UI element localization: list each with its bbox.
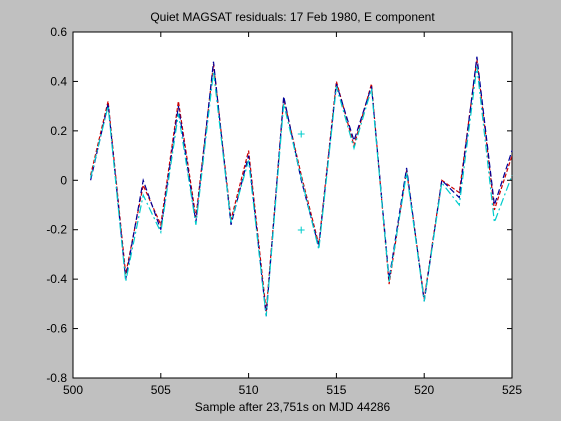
- x-tick-label: 505: [151, 383, 171, 397]
- marker-layer: ++: [297, 125, 305, 237]
- series-line-1: [90, 59, 513, 312]
- x-tick-label: 510: [239, 383, 259, 397]
- y-tick-label: 0: [60, 173, 67, 187]
- x-axis-label: Sample after 23,751s on MJD 44286: [195, 400, 391, 414]
- y-tick-label: -0.6: [46, 322, 67, 336]
- y-tick-label: 0.2: [50, 124, 67, 138]
- chart-title: Quiet MAGSAT residuals: 17 Feb 1980, E c…: [150, 10, 435, 24]
- series-layer: [90, 56, 513, 317]
- y-tick-label: -0.4: [46, 272, 67, 286]
- series-line-3: [90, 66, 513, 317]
- y-tick-label: 0.6: [50, 25, 67, 39]
- plus-marker: +: [297, 125, 305, 141]
- x-tick-label: 500: [63, 383, 83, 397]
- x-tick-label: 525: [502, 383, 522, 397]
- x-tick-label: 515: [326, 383, 346, 397]
- axis-layer: 500 505 510 515 520 525 -0.8 -0.6 -0.4 -0.2 0 0.2 0.…: [46, 25, 522, 397]
- y-tick-label: -0.8: [46, 371, 67, 385]
- y-tick-label: 0.4: [50, 74, 67, 88]
- y-tick-label: -0.2: [46, 223, 67, 237]
- x-tick-label: 520: [414, 383, 434, 397]
- plus-marker: +: [297, 222, 305, 238]
